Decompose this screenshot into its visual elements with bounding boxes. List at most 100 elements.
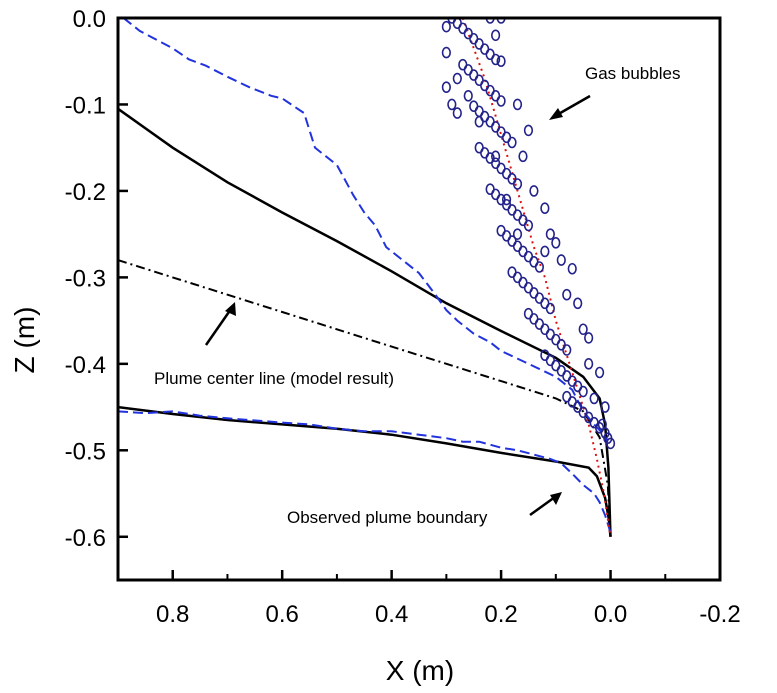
boundary-arrow [529,495,556,517]
y-tick-label: -0.2 [65,179,106,206]
gas-bubble-point [452,107,462,119]
gas-bubble-point [540,297,550,310]
gas-bubble-point [545,302,555,315]
gas-bubble-point [458,58,468,71]
gas-bubble-point [463,90,473,102]
gas-bubble-point [567,262,577,275]
x-tick-label: 0.0 [594,601,627,628]
gas-bubble-point [501,230,512,242]
y-tick-label: -0.1 [65,92,106,119]
gas-bubble-point [529,256,539,268]
gas-bubble-point [523,307,534,320]
gas-bubble-point [469,100,479,112]
x-tick-label: 0.6 [265,601,298,628]
gas-bubble-point [578,323,588,336]
gas-bubble-point [545,354,555,367]
gas-bubble-point [529,185,539,197]
gas-bubble-point [501,167,512,180]
gas-bubble-point [496,18,506,24]
series-line-2 [118,259,612,537]
gas-bubble-point [501,193,512,206]
gas-bubble-point [584,358,594,370]
center-line-label: Plume center line (model result) [154,369,394,388]
gas-bubble-point [562,344,572,356]
gas-bubble-point [474,74,484,87]
boundary-arrowhead [550,492,562,505]
gas-bubble-point [447,98,457,111]
x-tick-label: 0.8 [156,601,189,628]
gas-bubble-point [573,297,583,310]
gas-bubble-point [485,48,495,61]
gas-bubble-point [573,380,583,393]
y-tick-label: -0.4 [65,352,106,379]
y-axis-title: Z (m) [9,307,40,374]
gas-bubble-point [518,150,528,163]
gas-bubble-point [452,18,462,29]
gas-bubble-point [578,385,588,398]
gas-bubble-point [523,124,534,137]
gas-bubble-point [597,418,607,431]
gas-bubbles-arrow [554,94,591,118]
gas-bubble-point [562,370,572,382]
gas-bubble-point [507,204,517,216]
gas-bubble-point [441,20,451,33]
x-axis-title: X (m) [386,655,454,686]
gas-bubble-point [480,43,490,55]
x-tick-label: 0.2 [484,601,517,628]
gas-bubble-point [545,228,555,240]
gas-bubble-point [501,131,512,144]
gas-bubble-point [589,416,599,429]
gas-bubble-point [600,401,610,413]
gas-bubble-point [463,27,473,40]
gas-bubble-point [496,95,506,107]
center-line-arrow [204,308,233,346]
gas-bubble-point [458,22,468,35]
gas-bubble-point [441,46,451,59]
gas-bubble-point [491,188,501,201]
gas-bubble-point [540,323,550,336]
gas-bubble-point [540,202,550,215]
gas-bubble-point [491,90,501,102]
gas-bubble-point [584,332,594,344]
gas-bubble-point [551,359,561,372]
gas-bubble-point [523,281,534,294]
gas-bubble-point [474,38,484,50]
gas-bubble-point [534,292,545,304]
gas-bubble-point [507,266,517,278]
gas-bubble-point [518,276,528,289]
gas-bubbles-annotation: Gas bubbles [549,64,680,120]
gas-bubble-point [562,390,572,403]
gas-bubble-point [469,69,479,81]
gas-bubble-point [507,136,517,149]
y-tick-label: -0.5 [65,438,106,465]
gas-bubble-point [485,183,495,195]
gas-bubble-point [512,98,523,111]
x-tick-label: 0.4 [375,601,408,628]
gas-bubbles-label: Gas bubbles [585,64,680,83]
gas-bubble-point [523,250,534,263]
gas-bubble-point [512,209,523,221]
gas-bubble-point [491,150,501,163]
gas-bubble-point [474,115,484,128]
gas-bubble-point [551,333,561,346]
gas-bubble-point [594,366,605,379]
y-tick-label: -0.6 [65,525,106,552]
series-line-1 [118,405,612,537]
series-line-3 [122,18,609,443]
gas-bubble-point [523,219,534,232]
plot-frame [116,16,722,582]
y-tick-label: -0.3 [65,265,106,292]
gas-bubble-point [480,110,490,123]
gas-bubble-point [545,328,555,341]
boundary-label: Observed plume boundary [287,508,488,527]
gas-bubble-point [441,81,451,93]
gas-bubble-point [556,254,566,266]
series-layer [118,18,616,537]
gas-bubble-point [512,240,523,253]
gas-bubble-point [512,228,523,240]
gas-bubble-point [463,64,473,76]
gas-bubble-point [534,318,545,330]
gas-bubble-point [485,18,495,24]
gas-bubble-point [512,178,523,190]
gas-bubble-point [567,375,577,387]
